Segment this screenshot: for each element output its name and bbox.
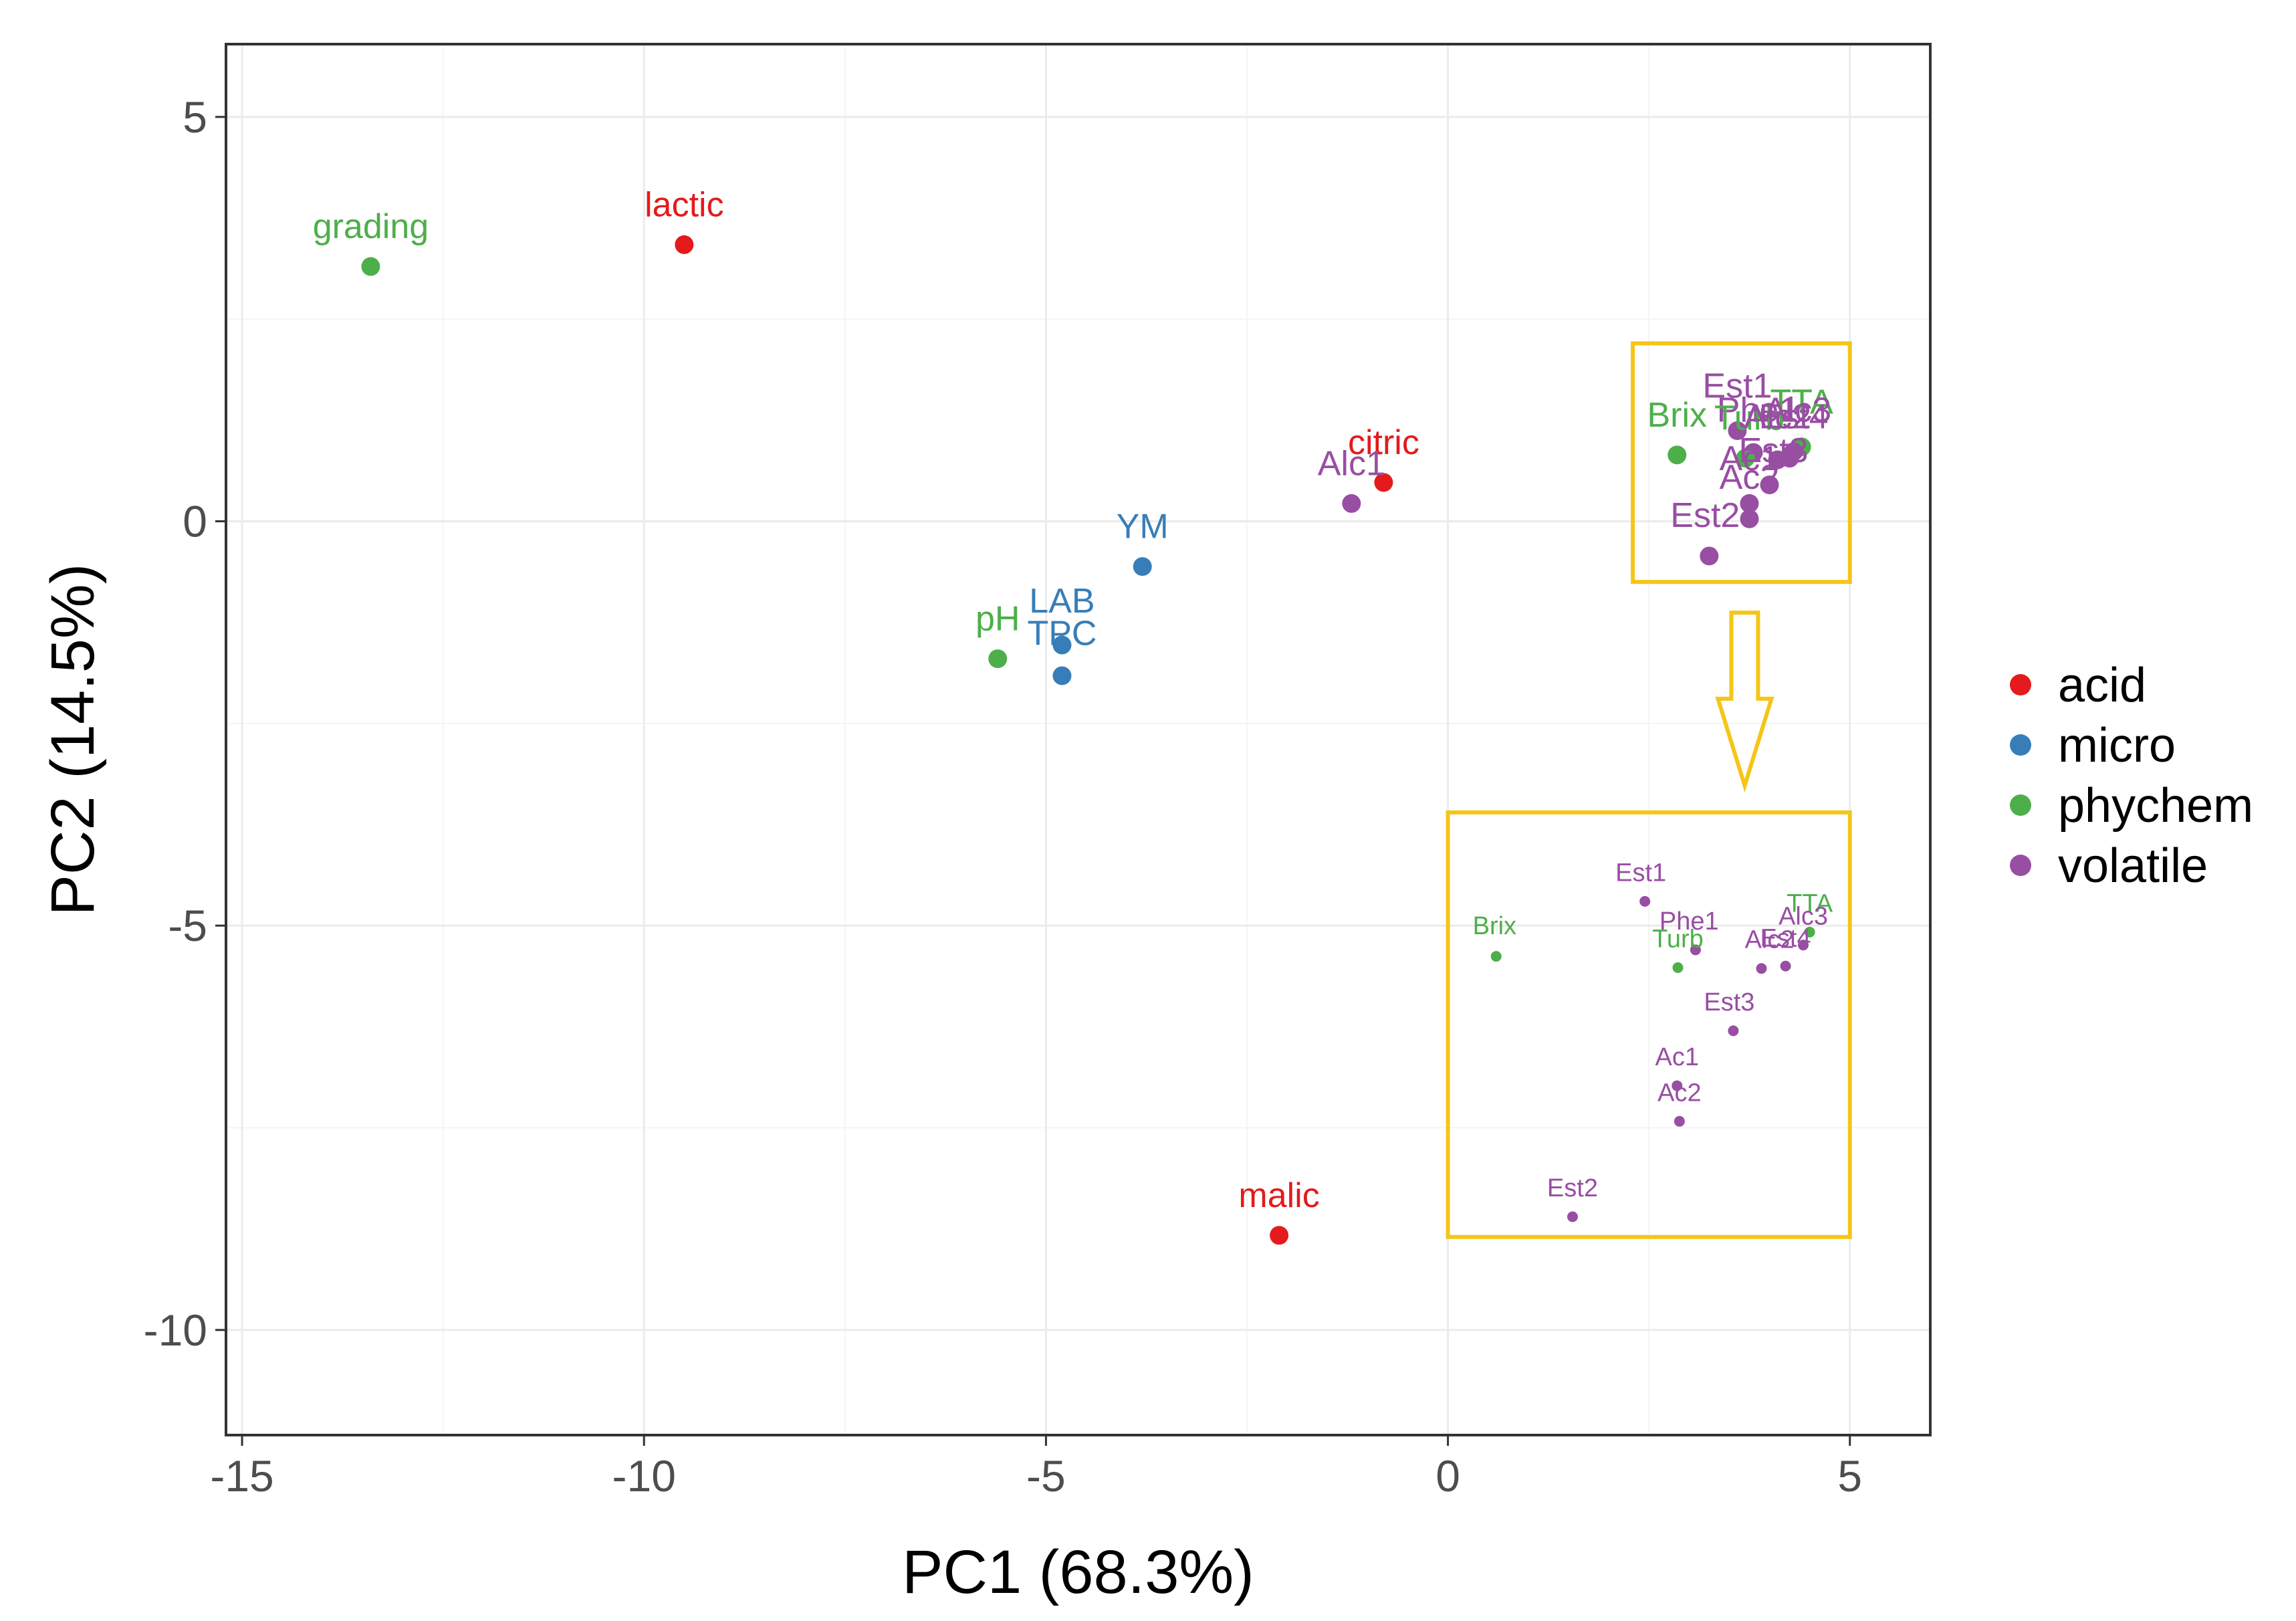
inset-point-ac1 xyxy=(1672,1080,1683,1091)
legend-key-acid xyxy=(2010,674,2031,695)
point-grading xyxy=(361,257,380,276)
zoom-annotations xyxy=(1446,341,1852,1239)
label-grading: grading xyxy=(313,207,429,246)
label-alc3: Alc3 xyxy=(1764,391,1831,430)
point-est4 xyxy=(1780,449,1799,468)
label-ac2: Ac2 xyxy=(1720,458,1780,497)
inset-point-est3 xyxy=(1728,1025,1739,1037)
point-turb xyxy=(1736,449,1755,468)
inset-point-alc2 xyxy=(1756,963,1767,974)
label-est3: Est3 xyxy=(1739,431,1809,470)
legend-label-acid: acid xyxy=(2058,659,2146,712)
inset-label-phe1: Phe1 xyxy=(1659,907,1719,936)
x-tick-label-2: -5 xyxy=(1026,1451,1066,1501)
point-malic xyxy=(1270,1226,1289,1245)
point-lactic xyxy=(675,235,694,254)
label-alc1: Alc1 xyxy=(1318,444,1385,483)
plot-border xyxy=(225,43,1932,1436)
label-alc2: Alc2 xyxy=(1744,397,1811,436)
label-est1: Est1 xyxy=(1702,366,1772,405)
inset-label-ac1: Ac1 xyxy=(1655,1043,1699,1071)
legend-key-phychem xyxy=(2010,794,2031,816)
inset-label-alc2: Alc2 xyxy=(1745,926,1795,954)
label-est2: Est2 xyxy=(1670,496,1740,535)
grid-minor-lines xyxy=(226,44,1930,1435)
inset-point-alc3 xyxy=(1798,940,1809,951)
inset-label-tta: TTA xyxy=(1787,889,1833,917)
point-ph xyxy=(988,649,1008,669)
point-ac1 xyxy=(1740,494,1759,513)
inset-point-phe1 xyxy=(1690,944,1701,956)
inset-box xyxy=(1446,810,1852,1239)
point-ac2 xyxy=(1740,509,1759,528)
point-tpc xyxy=(1052,666,1072,685)
y-tick-label-0: 5 xyxy=(183,92,207,142)
inset-label-brix: Brix xyxy=(1473,912,1516,940)
label-tpc: TPC xyxy=(1027,614,1097,653)
point-lab xyxy=(1052,635,1072,655)
x-tick-label-1: -10 xyxy=(612,1451,676,1501)
label-citric: citric xyxy=(1348,423,1419,462)
legend-key-micro xyxy=(2010,734,2031,756)
label-ac1: Ac1 xyxy=(1720,439,1780,478)
point-brix xyxy=(1668,445,1687,465)
y-tick-label-3: -10 xyxy=(144,1305,207,1355)
point-ym xyxy=(1133,557,1152,576)
inset-label-ac2: Ac2 xyxy=(1657,1079,1701,1107)
y-tick-label-2: -5 xyxy=(168,901,207,950)
inset-point-turb xyxy=(1672,962,1684,974)
x-tick-label-0: -15 xyxy=(210,1451,273,1501)
point-est2 xyxy=(1700,546,1719,566)
inset-points xyxy=(1490,895,1815,1222)
legend-label-micro: micro xyxy=(2058,719,2176,772)
legend-key-volatile xyxy=(2010,855,2031,876)
label-ph: pH xyxy=(975,600,1020,639)
label-lactic: lactic xyxy=(645,185,723,224)
point-citric xyxy=(1374,473,1393,492)
data-points xyxy=(361,235,1811,1245)
inset-point-tta xyxy=(1804,926,1815,938)
point-est3 xyxy=(1760,475,1779,495)
inset-label-est1: Est1 xyxy=(1615,859,1666,887)
label-tta: TTA xyxy=(1770,383,1833,422)
point-alc1 xyxy=(1342,494,1361,513)
label-brix: Brix xyxy=(1647,396,1707,435)
zoom-region-box xyxy=(1631,341,1852,584)
inset-point-ac2 xyxy=(1674,1115,1685,1127)
legend-label-volatile: volatile xyxy=(2058,839,2208,893)
label-est4: Est4 xyxy=(1759,397,1829,436)
label-ym: YM xyxy=(1117,508,1169,546)
x-tick-label-4: 5 xyxy=(1837,1451,1862,1501)
inset-label-est3: Est3 xyxy=(1704,988,1754,1016)
x-axis: -15 -10 -5 0 5 xyxy=(210,1435,1862,1501)
zoom-arrow-icon xyxy=(1715,611,1774,793)
y-axis: 5 0 -5 -10 xyxy=(144,92,226,1355)
legend-label-phychem: phychem xyxy=(2058,779,2253,833)
inset-label-alc3: Alc3 xyxy=(1778,903,1828,931)
label-malic: malic xyxy=(1238,1176,1319,1215)
y-tick-label-1: 0 xyxy=(183,496,207,546)
label-phe1: Phe1 xyxy=(1717,391,1798,430)
point-est1 xyxy=(1728,421,1747,441)
inset-label-est2: Est2 xyxy=(1547,1174,1598,1202)
inset-point-est2 xyxy=(1567,1211,1578,1222)
inset-point-est4 xyxy=(1780,960,1791,972)
inset-point-est1 xyxy=(1639,895,1651,907)
x-axis-title: PC1 (68.3%) xyxy=(902,1538,1254,1606)
inset-point-brix xyxy=(1490,951,1502,962)
inset-label-est4: Est4 xyxy=(1760,924,1811,952)
label-lab: LAB xyxy=(1029,582,1095,621)
inset-label-turb: Turb xyxy=(1652,925,1704,953)
legend: acid micro phychem volatile xyxy=(2010,659,2253,893)
x-tick-label-3: 0 xyxy=(1436,1451,1460,1501)
label-turb: Turb xyxy=(1714,399,1785,438)
y-axis-title: PC2 (14.5%) xyxy=(39,564,107,916)
